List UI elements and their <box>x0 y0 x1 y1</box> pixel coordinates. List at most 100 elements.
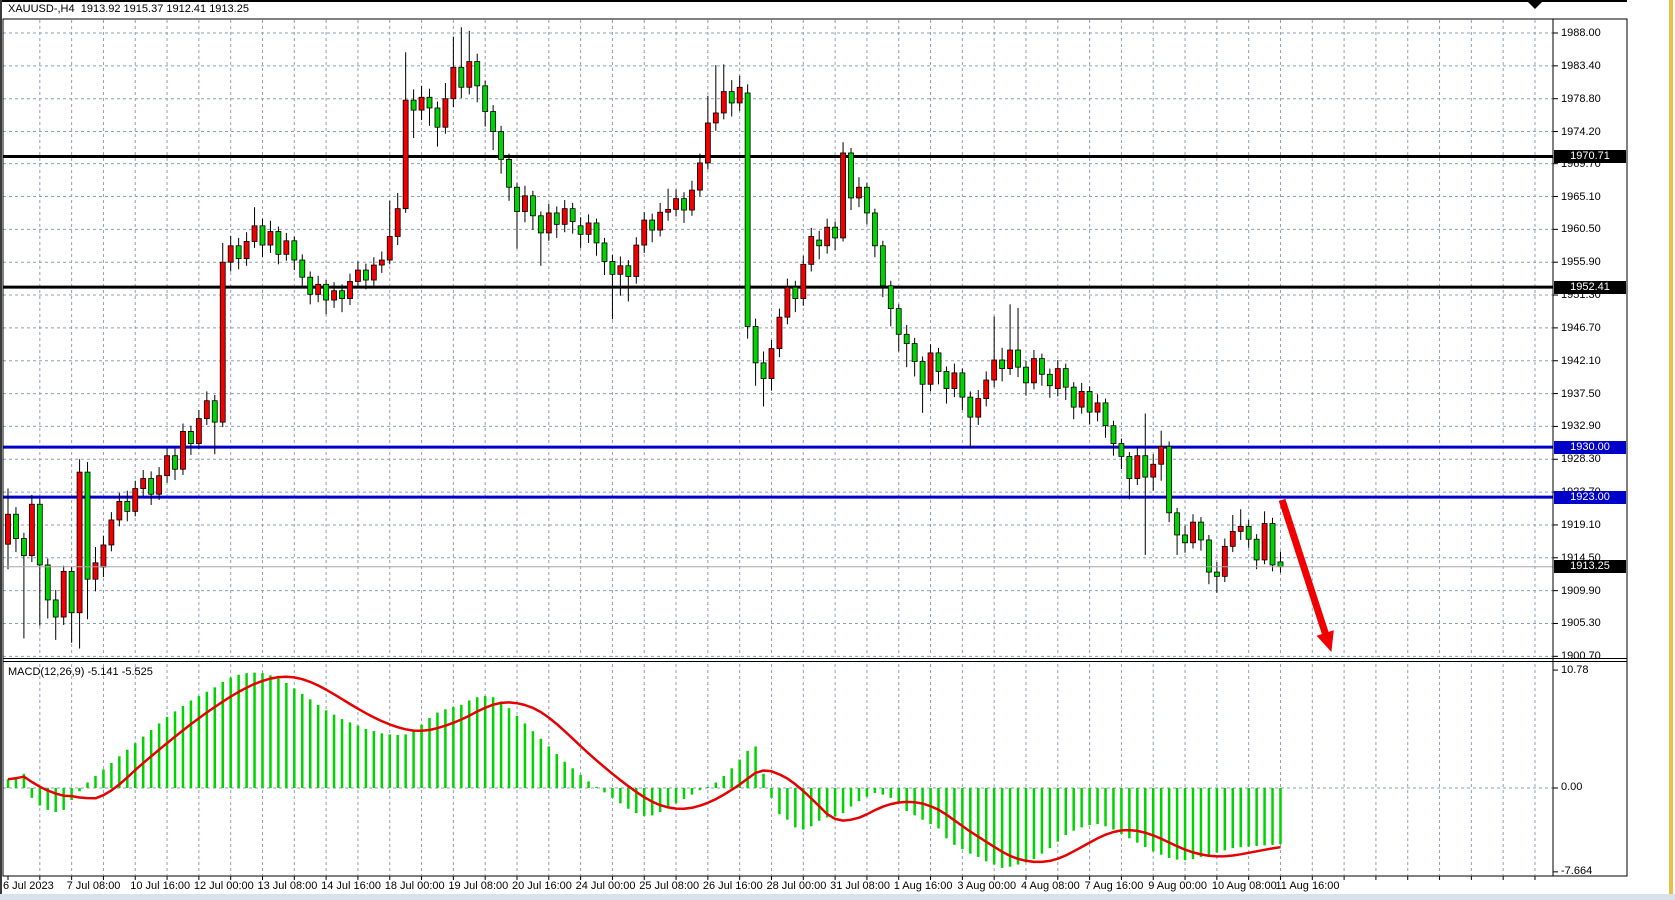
candle <box>108 512 115 552</box>
candle <box>1237 509 1244 540</box>
candle <box>275 226 282 265</box>
candle <box>1023 360 1029 396</box>
candle <box>983 371 990 407</box>
macd-bar <box>865 788 869 797</box>
macd-bar <box>165 716 169 788</box>
macd-bar <box>539 738 543 788</box>
macd-bar <box>897 788 900 804</box>
macd-bar <box>1159 788 1163 855</box>
candle <box>203 391 210 425</box>
macd-bar <box>78 788 81 792</box>
candle <box>681 192 687 223</box>
macd-bar <box>229 677 232 788</box>
candle <box>323 280 330 315</box>
macd-bar <box>1000 788 1004 868</box>
macd-bar <box>1199 788 1203 857</box>
macd-bar <box>14 777 18 788</box>
macd-bar <box>94 775 97 788</box>
macd-bar <box>1072 788 1075 831</box>
macd-bar <box>953 788 956 845</box>
candle <box>1182 525 1188 553</box>
candle <box>593 218 600 256</box>
candle <box>943 366 950 404</box>
candle <box>776 308 783 358</box>
candle <box>1142 413 1149 555</box>
macd-bar <box>332 714 336 788</box>
macd-bar <box>1008 788 1012 867</box>
macd-bar <box>507 708 511 788</box>
macd-bar <box>436 712 439 788</box>
macd-bar <box>1183 788 1187 861</box>
macd-bar <box>857 788 861 802</box>
macd-bar <box>611 788 614 798</box>
autoscroll-icon[interactable] <box>1528 2 1542 9</box>
macd-bar <box>1207 788 1211 855</box>
candle <box>657 202 664 237</box>
candle <box>736 75 743 111</box>
macd-bar <box>627 788 630 809</box>
candle <box>967 391 974 449</box>
macd-bar <box>499 701 503 788</box>
macd-bar <box>555 754 559 788</box>
candle <box>553 206 560 238</box>
macd-bar <box>642 788 646 816</box>
macd-bar <box>635 788 638 814</box>
macd-bar <box>316 704 320 788</box>
candle <box>975 390 982 425</box>
macd-bar <box>468 700 471 788</box>
candle <box>537 211 544 266</box>
candle <box>625 260 632 302</box>
candle <box>697 153 703 197</box>
macd-bar <box>62 788 65 810</box>
macd-bar <box>1056 788 1060 842</box>
macd-bar <box>1175 788 1179 860</box>
window-scrollbar[interactable] <box>1669 0 1673 894</box>
macd-bar <box>595 786 598 788</box>
candle <box>601 237 608 276</box>
candle <box>386 200 393 265</box>
macd-bar <box>1136 788 1139 843</box>
candle <box>482 80 489 127</box>
macd-bar <box>205 691 209 788</box>
macd-bar <box>491 697 495 788</box>
macd-bar <box>444 709 447 788</box>
candle <box>760 351 767 407</box>
candle <box>44 558 51 619</box>
candle <box>1078 382 1085 414</box>
candle <box>752 318 759 386</box>
macd-bar <box>802 788 805 830</box>
candle <box>529 190 536 231</box>
candle <box>1110 420 1117 456</box>
macd-bar <box>372 731 376 788</box>
macd-bar <box>571 768 574 788</box>
macd-bar <box>961 788 964 850</box>
candle <box>903 325 910 368</box>
candle <box>712 65 719 131</box>
candle <box>704 95 711 170</box>
macd-bar <box>1223 788 1227 851</box>
candle <box>1134 447 1141 485</box>
macd-bar <box>348 722 352 788</box>
candle <box>283 232 290 261</box>
macd-bar <box>118 756 121 788</box>
macd-bar <box>1271 788 1274 845</box>
macd-bar <box>1120 788 1123 834</box>
macd-bar <box>810 788 813 827</box>
macd-bar <box>253 672 256 788</box>
macd-bar <box>762 773 765 788</box>
candle <box>848 147 854 211</box>
candle <box>1277 551 1284 573</box>
candle <box>689 180 695 216</box>
macd-bar <box>754 746 757 788</box>
candle <box>1206 534 1212 585</box>
candle <box>768 340 775 391</box>
candle <box>561 200 568 233</box>
candle <box>1158 430 1165 481</box>
candle <box>355 261 361 288</box>
macd-bar <box>722 775 726 788</box>
candle <box>68 566 75 643</box>
candle <box>609 255 616 320</box>
candle <box>1070 382 1077 420</box>
candle <box>514 182 520 249</box>
